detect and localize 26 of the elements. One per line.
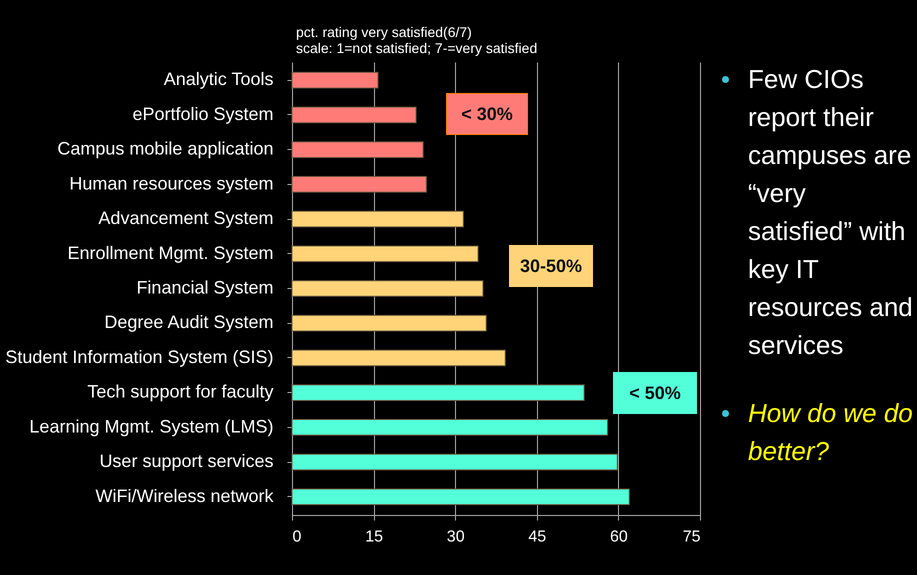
y-tick-label: Degree Audit System <box>104 312 274 332</box>
x-tick-label: 0 <box>292 528 302 546</box>
annotation: < 30% <box>446 93 528 135</box>
y-tick-label: ePortfolio System <box>132 104 274 124</box>
chart-title: pct. rating very satisfied(6/7) <box>296 24 472 40</box>
x-tick-label: 45 <box>528 528 546 546</box>
y-tick-label: Human resources system <box>69 173 274 194</box>
x-tick-label: 15 <box>365 528 384 546</box>
y-tick-label: WiFi/Wireless network <box>95 486 274 506</box>
annotation: < 50% <box>613 372 697 414</box>
x-tick-label: 30 <box>446 528 465 546</box>
y-tick-label: Tech support for faculty <box>87 382 274 402</box>
text: How do we do better? <box>748 397 914 468</box>
y-tick-label: Learning Mgmt. System (LMS) <box>29 416 274 436</box>
x-tick-label: 60 <box>610 528 628 546</box>
y-tick-label: Student Information System (SIS) <box>5 346 274 367</box>
y-tick-label: User support services <box>99 451 274 472</box>
text: Few CIOs report their campuses are “very satisfied” with key IT resources and services <box>748 63 914 362</box>
y-tick-label: Advancement System <box>98 208 274 228</box>
y-tick-label: Analytic Tools <box>164 69 274 90</box>
x-tick-label: 75 <box>682 528 701 546</box>
y-tick-label: Campus mobile application <box>57 138 274 159</box>
y-tick-label: Financial System <box>136 278 274 298</box>
chart-subtitle: scale: 1=not satisfied; 7-=very satisfied <box>296 40 538 56</box>
annotation: 30-50% <box>509 245 593 287</box>
y-tick-label: Enrollment Mgmt. System <box>67 242 274 263</box>
